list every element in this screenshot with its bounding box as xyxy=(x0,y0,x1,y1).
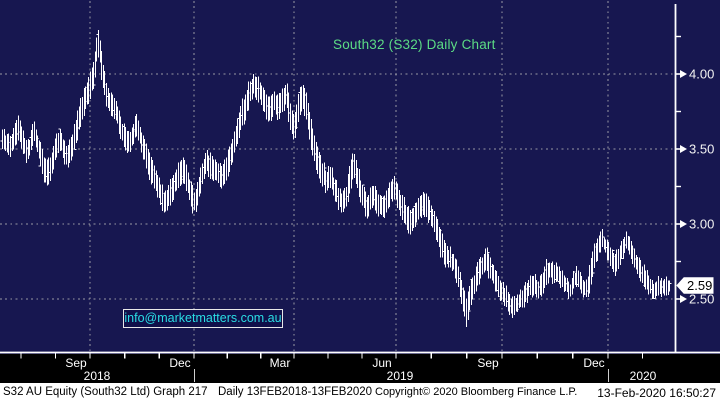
x-axis-month-label: Dec xyxy=(583,356,605,370)
price-bars xyxy=(2,29,670,327)
x-axis-month-label: Jun xyxy=(372,356,392,370)
y-tick-arrow-icon xyxy=(680,220,687,228)
y-axis-tick-label: 3.00 xyxy=(689,217,714,232)
watermark-email-badge: info@marketmatters.com.au xyxy=(123,309,283,328)
price-chart-canvas[interactable]: 4.00 3.50 3.00 2.502.59 xyxy=(0,0,720,362)
x-axis-month-label: Sep xyxy=(65,356,87,370)
y-axis-tick-label: 4.00 xyxy=(689,67,714,82)
security-description: S32 AU Equity (South32 Ltd) Graph 217 xyxy=(3,386,208,398)
x-axis-year-label: 2018 xyxy=(83,369,111,383)
chart-period: Daily 13FEB2018-13FEB2020 xyxy=(218,386,373,398)
y-axis-tick-label: 3.50 xyxy=(689,142,714,157)
x-axis-year-label: 2019 xyxy=(386,369,414,383)
last-price-tag xyxy=(676,277,714,294)
x-axis-month-label: Dec xyxy=(169,356,191,370)
y-tick-arrow-icon xyxy=(680,145,687,153)
x-axis-band: Sep Dec Mar Jun Sep Dec 2018 2019 2020 xyxy=(0,354,720,383)
year-separator xyxy=(194,369,195,382)
x-axis-month-label: Mar xyxy=(269,356,291,370)
chart-title: South32 (S32) Daily Chart xyxy=(333,37,496,52)
price-bar-ticks xyxy=(0,33,672,312)
y-axis-tick-label: 2.50 xyxy=(689,292,714,307)
copyright-notice: Copyright© 2020 Bloomberg Finance L.P. xyxy=(375,386,578,398)
year-separator xyxy=(608,369,609,382)
terminal-datetime: 13-Feb-2020 16:50:27 xyxy=(597,386,716,400)
x-axis-month-label: Sep xyxy=(477,356,499,370)
y-tick-arrow-icon xyxy=(680,295,687,303)
status-bar: S32 AU Equity (South32 Ltd) Graph 217 Da… xyxy=(0,383,720,403)
last-price-label: 2.59 xyxy=(687,278,712,293)
y-tick-arrow-icon xyxy=(680,70,687,78)
x-axis-year-label: 2020 xyxy=(629,369,657,383)
